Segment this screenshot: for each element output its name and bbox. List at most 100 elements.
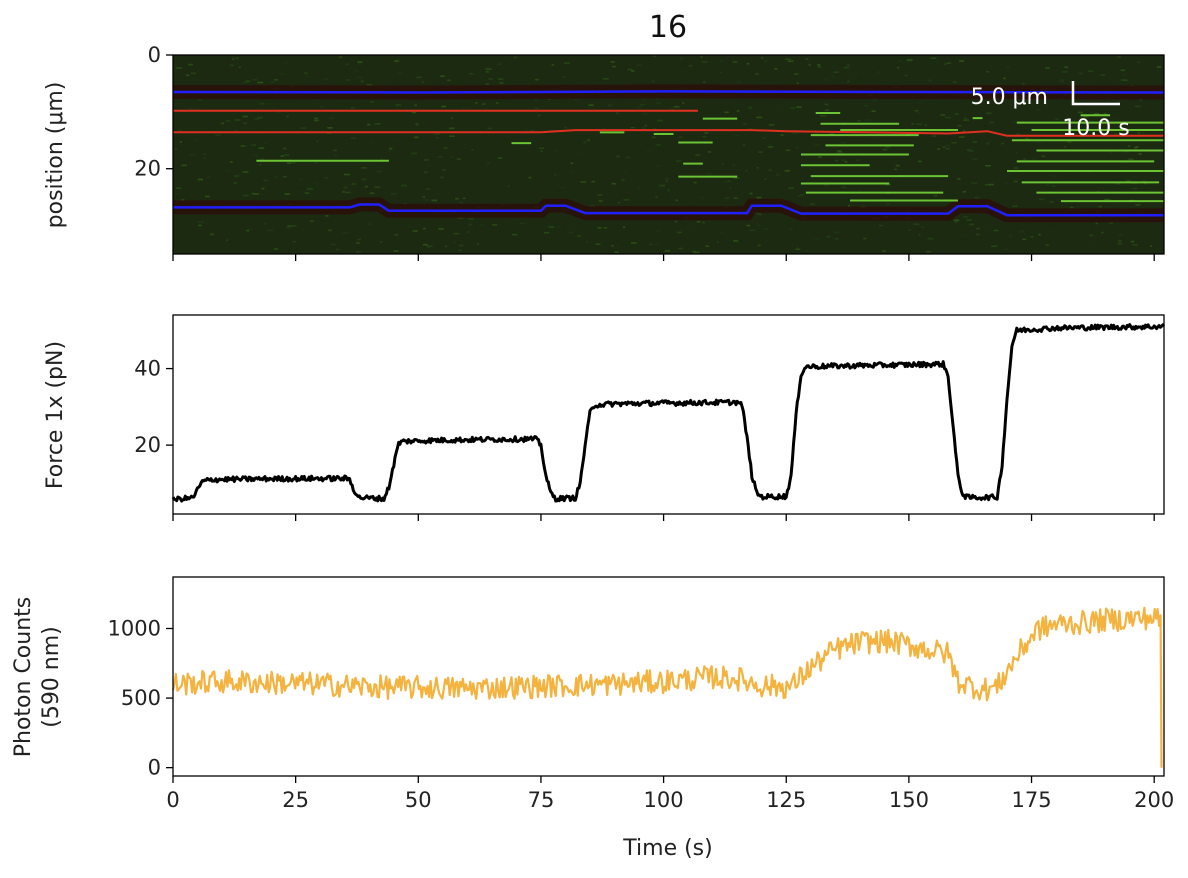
kymograph-noise-pixel [1076,108,1079,111]
kymograph-noise-pixel [453,232,460,235]
kymograph-noise-pixel [577,139,581,142]
kymograph-noise-pixel [824,103,829,106]
kymograph-noise-pixel [756,167,759,169]
kymograph-noise-pixel [704,132,709,134]
kymograph-noise-pixel [1064,78,1067,80]
kymograph-noise-pixel [283,175,287,178]
kymograph-noise-pixel [742,144,746,146]
kymograph-noise-pixel [535,78,539,81]
kymograph-noise-pixel [1068,146,1074,149]
kymograph-noise-pixel [700,56,703,58]
kymograph-noise-pixel [412,230,418,232]
kymograph-noise-pixel [466,231,470,233]
kymograph-noise-pixel [206,235,210,238]
kymograph-noise-pixel [699,183,706,186]
kymograph-noise-pixel [829,133,835,135]
kymograph-noise-pixel [642,99,646,101]
kymograph-noise-pixel [925,250,931,253]
kymograph-noise-pixel [1104,198,1110,201]
kymograph-noise-pixel [705,245,709,247]
kymograph-noise-pixel [1118,240,1122,242]
kymograph-noise-pixel [957,125,962,127]
kymograph-noise-pixel [469,73,475,75]
kymograph-noise-pixel [1003,77,1007,80]
kymograph-noise-pixel [424,159,429,161]
kymograph-noise-pixel [733,240,739,242]
kymograph-noise-pixel [1003,248,1009,250]
kymograph-noise-pixel [406,226,412,228]
kymograph-noise-pixel [983,125,988,127]
kymograph-noise-pixel [1127,158,1134,160]
kymograph-noise-pixel [1144,182,1147,185]
kymograph-noise-pixel [1087,70,1094,72]
kymograph-noise-pixel [830,65,835,68]
kymograph-noise-pixel [726,180,731,183]
kymograph-noise-pixel [261,123,264,125]
kymograph-noise-pixel [468,218,474,220]
kymograph-noise-pixel [1127,145,1131,147]
kymograph-noise-pixel [1064,145,1067,148]
kymograph-noise-pixel [397,72,402,74]
kymograph-noise-pixel [1062,71,1068,73]
kymograph-noise-pixel [756,196,762,199]
kymograph-noise-pixel [637,186,641,189]
kymograph-noise-pixel [374,186,380,188]
kymograph-noise-pixel [932,135,936,137]
kymograph-noise-pixel [972,141,978,143]
kymograph-noise-pixel [1022,83,1025,85]
kymograph-noise-pixel [602,78,609,80]
kymograph-noise-pixel [586,241,589,243]
kymograph-noise-pixel [175,67,182,69]
kymograph-noise-pixel [986,112,992,115]
kymograph-noise-pixel [670,108,674,111]
kymograph-noise-pixel [841,142,846,144]
kymograph-noise-pixel [570,162,574,165]
kymograph-noise-pixel [178,129,182,131]
kymograph-noise-pixel [954,221,958,223]
kymograph-noise-pixel [548,226,555,228]
kymograph-noise-pixel [573,98,580,101]
kymograph-noise-pixel [945,116,951,119]
kymograph-noise-pixel [908,229,911,231]
kymograph-noise-pixel [354,69,359,72]
kymograph-noise-pixel [966,219,972,221]
kymograph-noise-pixel [1041,155,1046,158]
kymograph-noise-pixel [906,59,912,62]
scale-bar-lines [1071,81,1120,106]
kymograph-noise-pixel [707,151,712,153]
kymograph-noise-pixel [817,238,821,240]
kymograph-noise-pixel [635,124,639,127]
kymograph-noise-pixel [928,79,932,82]
kymograph-noise-pixel [447,79,451,82]
kymograph-noise-pixel [716,241,719,243]
kymograph-noise-pixel [972,158,978,160]
kymograph-noise-pixel [254,118,261,120]
kymograph-noise-pixel [258,164,262,166]
kymograph-noise-pixel [913,223,920,225]
kymograph-noise-pixel [989,226,994,229]
scale-bar-time-label: 10.0 s [1062,116,1129,141]
kymograph-noise-pixel [816,106,820,109]
kymograph-noise-pixel [524,129,528,131]
kymograph-noise-pixel [644,124,647,127]
kymograph-noise-pixel [865,119,871,121]
kymograph-noise-pixel [441,105,447,108]
photon-frame [172,576,1165,777]
kymograph-noise-pixel [455,197,459,200]
kymograph-noise-pixel [651,235,657,238]
kymograph-noise-pixel [583,141,587,144]
kymograph-noise-pixel [414,122,419,125]
kymograph-noise-pixel [916,123,922,125]
kymograph-noise-pixel [441,235,445,238]
kymograph-noise-pixel [844,136,847,138]
kymograph-noise-pixel [732,61,738,63]
kymograph-noise-pixel [411,152,418,155]
kymograph-noise-pixel [1072,201,1078,204]
kymograph-noise-pixel [719,71,723,74]
kymograph-noise-pixel [461,147,467,149]
kymograph-noise-pixel [422,243,428,246]
photon-xtick-label: 150 [889,788,929,812]
kymograph-noise-pixel [986,71,989,73]
kymograph-noise-pixel [820,115,827,117]
kymograph-noise-pixel [796,106,802,108]
